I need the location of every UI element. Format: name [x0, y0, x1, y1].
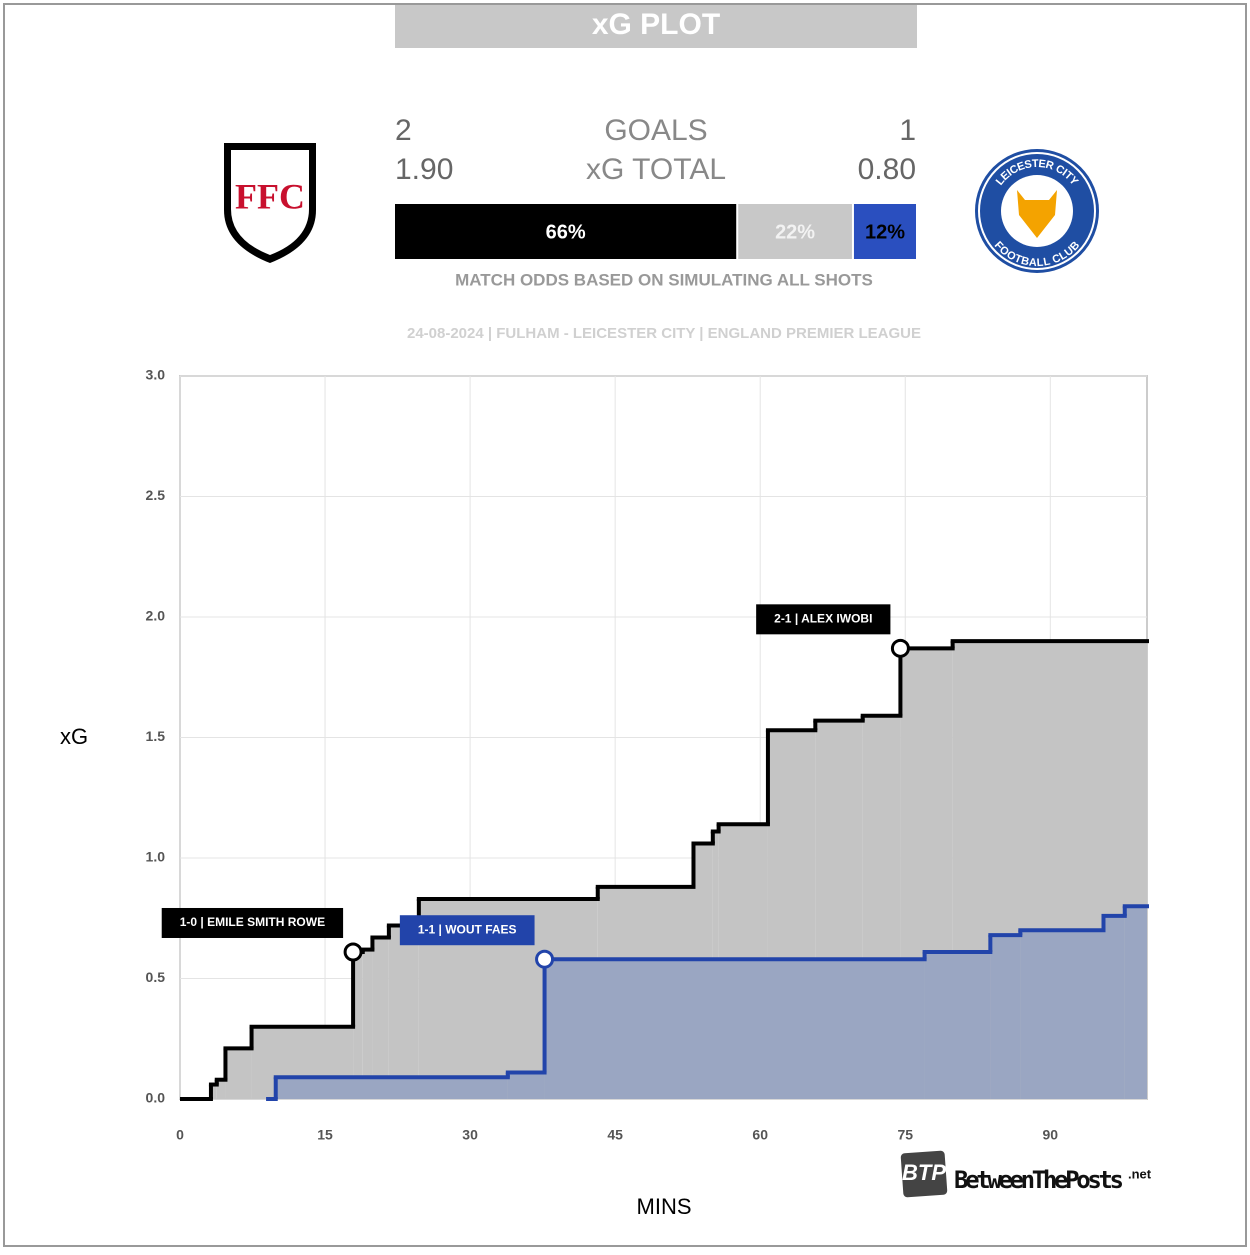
x-tick-label: 90 — [1043, 1127, 1059, 1143]
home-goals: 2 — [395, 114, 412, 147]
y-tick-label: 0.0 — [146, 1090, 166, 1106]
goal-marker — [890, 638, 910, 658]
area-step — [225, 1048, 252, 1099]
area-step — [507, 1072, 545, 1099]
x-tick-label: 30 — [462, 1127, 478, 1143]
x-tick-label: 45 — [607, 1127, 623, 1143]
goal-label: 1-0 | EMILE SMITH ROWE — [180, 915, 325, 929]
goals-label: GOALS — [604, 114, 707, 147]
area-step — [1124, 906, 1147, 1099]
home-logo-text: FFC — [235, 176, 305, 216]
area-step — [216, 1079, 226, 1099]
x-tick-label: 0 — [176, 1127, 184, 1143]
watermark-suffix: .net — [1128, 1166, 1152, 1181]
title-bar — [395, 5, 917, 48]
area-step — [388, 925, 419, 1099]
goal-label: 2-1 | ALEX IWOBI — [774, 612, 872, 626]
x-tick-label: 60 — [752, 1127, 768, 1143]
area-step — [990, 935, 1021, 1099]
odds-segment — [853, 204, 916, 259]
watermark-badge: BTP — [902, 1160, 946, 1185]
area-step — [210, 1084, 217, 1099]
away-logo: LEICESTER CITY FOOTBALL CLUB — [975, 149, 1099, 273]
away-goals: 1 — [899, 114, 916, 147]
title: xG PLOT — [592, 8, 720, 41]
area-step — [372, 937, 389, 1099]
area-step — [544, 959, 925, 1099]
y-tick-label: 1.5 — [146, 728, 166, 744]
odds-label: 66% — [546, 221, 586, 243]
area-step — [275, 1077, 508, 1099]
goal-label: 1-1 | WOUT FAES — [418, 922, 517, 936]
y-tick-label: 1.0 — [146, 849, 166, 865]
xg-label: xG TOTAL — [586, 153, 726, 186]
area-step — [353, 951, 363, 1099]
goal-label-box — [756, 604, 891, 635]
goal-marker — [535, 949, 555, 969]
home-logo: FFC — [224, 143, 316, 263]
area-step — [924, 951, 991, 1099]
x-tick-label: 75 — [897, 1127, 913, 1143]
y-tick-label: 2.5 — [146, 487, 166, 503]
watermark-text: BetweenThePosts — [954, 1166, 1124, 1194]
area-step — [362, 949, 373, 1099]
y-axis-label: xG — [60, 724, 88, 749]
y-tick-label: 3.0 — [146, 367, 166, 383]
x-axis-label: MINS — [637, 1194, 692, 1219]
away-xg: 0.80 — [858, 153, 916, 186]
area-step — [1020, 930, 1104, 1099]
goal-label-box — [399, 915, 535, 946]
watermark: BTP BetweenThePosts .net — [900, 1150, 1152, 1198]
y-tick-label: 2.0 — [146, 608, 166, 624]
odds-bar: 66% 22% 12% — [395, 204, 916, 259]
chart: 0.0 0.5 1.0 1.5 2.0 2.5 3.0 0 15 30 45 60 75 90 1-0 | … — [146, 367, 1149, 1143]
goal-marker — [343, 942, 363, 962]
odds-label: 12% — [865, 221, 905, 243]
odds-segment — [395, 204, 737, 259]
odds-label: 22% — [775, 221, 815, 243]
match-info: 24-08-2024 | FULHAM - LEICESTER CITY | E… — [407, 325, 921, 342]
area-step — [1103, 915, 1125, 1099]
odds-segment — [738, 204, 852, 259]
home-xg: 1.90 — [395, 153, 453, 186]
goal-label-box — [161, 907, 344, 938]
y-tick-label: 0.5 — [146, 969, 166, 985]
odds-note: MATCH ODDS BASED ON SIMULATING ALL SHOTS — [455, 270, 873, 289]
x-tick-label: 15 — [317, 1127, 333, 1143]
